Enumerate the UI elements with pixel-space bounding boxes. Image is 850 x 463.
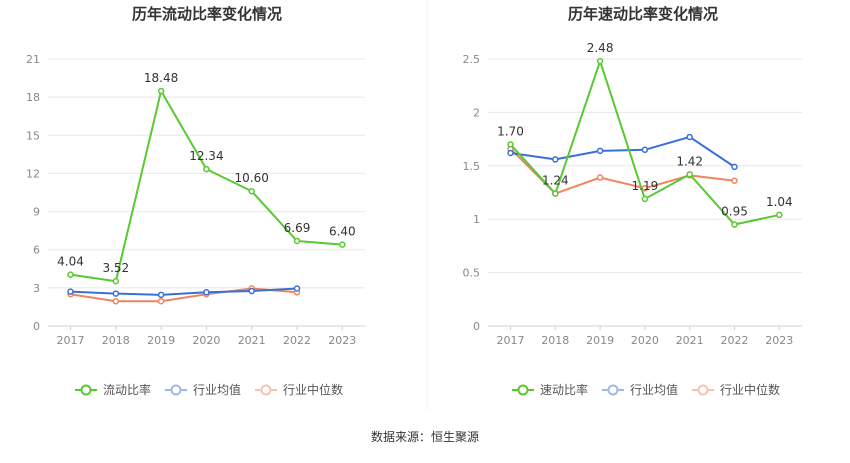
legend-item-label: 行业中位数 — [283, 382, 343, 397]
series-point — [112, 277, 120, 285]
series-line-industry-median — [70, 287, 298, 303]
data-label: 12.34 — [189, 149, 223, 163]
series-point — [203, 289, 210, 296]
series-point — [641, 146, 649, 154]
series-point — [157, 291, 165, 299]
chart-title-1: 历年流动比率变化情况 — [132, 5, 282, 23]
series-point — [596, 57, 604, 65]
x-tick-label: 2020 — [631, 334, 659, 347]
legend-item-label: 流动比率 — [103, 382, 151, 397]
y-tick-label: 15 — [26, 129, 40, 142]
series-point — [67, 288, 74, 295]
series-point — [776, 211, 783, 219]
series-point — [552, 190, 559, 197]
y-tick-label: 3 — [33, 282, 40, 295]
x-tick-label: 2021 — [676, 334, 704, 347]
y-tick-label: 0 — [33, 320, 40, 333]
series-point — [293, 285, 301, 292]
series-point — [507, 141, 514, 148]
series-point — [157, 87, 165, 95]
series-point — [686, 133, 693, 141]
x-tick-label: 2022 — [283, 334, 311, 347]
x-tick-label: 2017 — [57, 334, 85, 347]
chart-title-2: 历年速动比率变化情况 — [568, 5, 718, 23]
y-tick-label: 2.5 — [463, 53, 481, 66]
data-label: 1.24 — [542, 174, 569, 188]
series-point — [731, 221, 738, 228]
data-label: 1.04 — [766, 195, 793, 209]
y-tick-label: 1.5 — [463, 160, 481, 173]
data-label: 1.42 — [676, 154, 703, 168]
series-point — [339, 241, 346, 248]
x-tick-label: 2022 — [721, 334, 749, 347]
series-point — [507, 149, 514, 157]
series-point — [641, 195, 649, 203]
series-point — [157, 297, 165, 305]
x-tick-label: 2021 — [238, 334, 266, 347]
series-point — [203, 165, 210, 173]
legend-marker-circle — [607, 384, 619, 396]
x-tick-label: 2019 — [147, 334, 175, 347]
legend-item-label: 速动比率 — [540, 382, 588, 397]
series-point — [731, 163, 738, 171]
data-label: 4.04 — [57, 255, 84, 269]
y-tick-label: 12 — [26, 167, 40, 180]
legend-item-label: 行业均值 — [630, 382, 678, 397]
data-source-note: 数据来源：恒生聚源 — [370, 430, 479, 444]
series-point — [596, 147, 604, 155]
series-line-industry-average — [70, 287, 298, 296]
x-tick-label: 2020 — [192, 334, 220, 347]
legend-marker-circle — [517, 384, 529, 396]
x-tick-label: 2017 — [497, 334, 525, 347]
data-label: 2.48 — [587, 41, 614, 55]
series-point — [686, 171, 693, 178]
x-tick-label: 2023 — [328, 334, 356, 347]
data-label: 0.95 — [721, 205, 748, 219]
data-label: 10.60 — [235, 171, 269, 185]
data-label: 1.70 — [497, 124, 524, 138]
series-point — [248, 287, 255, 295]
y-tick-label: 21 — [26, 53, 40, 66]
series-point — [112, 290, 120, 297]
y-tick-label: 18 — [26, 91, 40, 104]
data-label: 1.19 — [632, 179, 659, 193]
data-label: 3.52 — [102, 261, 129, 275]
x-tick-label: 2018 — [541, 334, 569, 347]
y-tick-label: 0.5 — [463, 267, 481, 280]
series-point — [731, 177, 738, 185]
x-tick-label: 2023 — [765, 334, 793, 347]
legend-marker-circle — [260, 384, 272, 396]
y-tick-label: 2 — [473, 106, 480, 119]
legend-marker-circle — [80, 384, 92, 396]
legend-marker-circle — [697, 384, 709, 396]
series-point — [552, 156, 559, 163]
legend-item-label: 行业中位数 — [720, 382, 780, 397]
legend-item-label: 行业均值 — [193, 382, 241, 397]
series-point — [596, 174, 604, 181]
series-line-main — [70, 90, 343, 283]
series-point — [248, 187, 255, 195]
x-tick-label: 2019 — [586, 334, 614, 347]
series-point — [293, 237, 301, 245]
legend-marker-circle — [170, 384, 182, 396]
y-tick-label: 1 — [473, 213, 480, 226]
data-label: 18.48 — [144, 71, 178, 85]
y-tick-label: 9 — [33, 206, 40, 219]
data-label: 6.69 — [284, 221, 311, 235]
y-tick-label: 0 — [473, 320, 480, 333]
series-point — [112, 297, 120, 305]
y-tick-label: 6 — [33, 244, 40, 257]
series-line-industry-average — [510, 135, 736, 168]
x-tick-label: 2018 — [102, 334, 130, 347]
series-point — [67, 271, 74, 278]
data-label: 6.40 — [329, 225, 356, 239]
